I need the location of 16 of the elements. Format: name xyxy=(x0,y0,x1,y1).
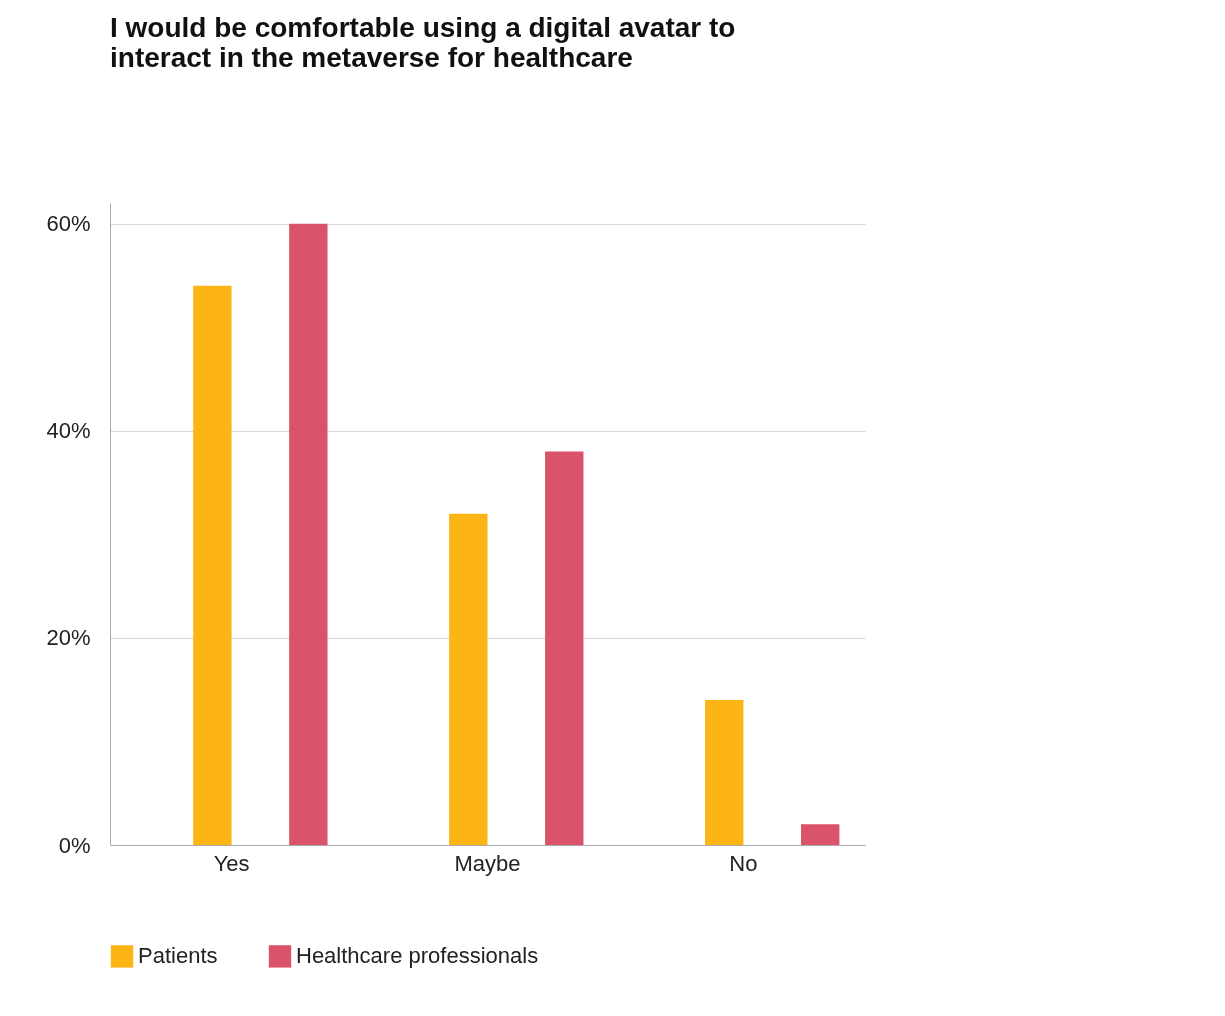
bar xyxy=(705,700,744,845)
chart-title: I would be comfortable using a digital avatar to interact in the metaverse for healthcare xyxy=(110,12,736,73)
y-tick-label: 60% xyxy=(46,211,91,237)
y-tick-label: 40% xyxy=(46,418,91,444)
bar xyxy=(801,824,840,845)
legend-label: Healthcare professionals xyxy=(296,943,539,969)
bar xyxy=(545,451,584,845)
bar xyxy=(193,285,232,845)
x-tick-label: Yes xyxy=(213,850,250,876)
x-tick-label: No xyxy=(729,850,758,876)
bar xyxy=(289,223,328,845)
legend-label: Patients xyxy=(138,943,218,969)
y-tick-label: 0% xyxy=(58,832,91,858)
x-tick-label: Maybe xyxy=(454,850,521,876)
y-tick-label: 20% xyxy=(46,625,91,651)
bar xyxy=(449,513,488,845)
